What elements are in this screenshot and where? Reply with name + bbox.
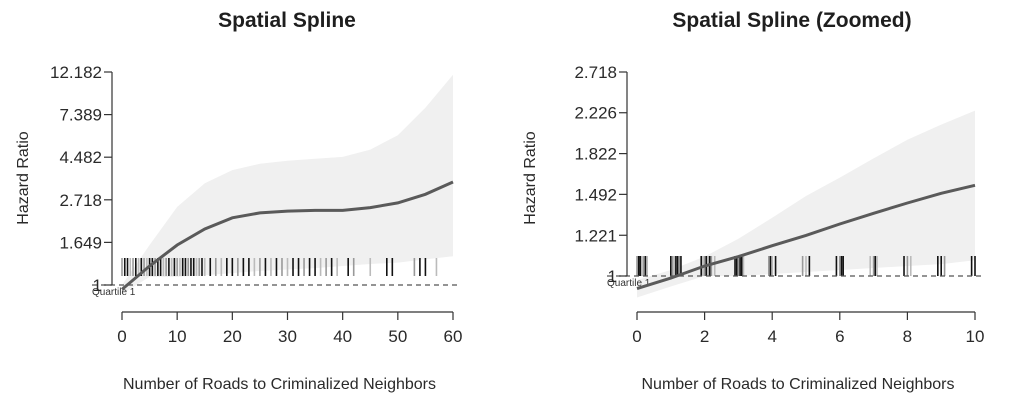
rug-marks [636,256,976,276]
y-tick-label: 2.718 [59,191,102,210]
rug-marks [121,258,438,276]
x-tick-label: 10 [168,327,187,346]
y-tick-label: 7.389 [59,106,102,125]
y-tick-label: 1.649 [59,233,102,252]
series-line [636,183,976,291]
series-line [121,180,454,291]
y-tick-label: 1 [93,276,102,295]
y-axis-label: Hazard Ratio [15,131,32,224]
reference-label: Quartile 1 [92,287,136,298]
x-tick-label: 0 [632,327,641,346]
x-tick-label: 20 [223,327,242,346]
y-axis-label: Hazard Ratio [522,131,539,224]
reference-label: Quartile 1 [607,278,651,289]
x-tick-label: 60 [444,327,463,346]
chart-title: Spatial Spline (Zoomed) [672,9,911,32]
x-tick-label: 50 [388,327,407,346]
confidence-band [122,74,453,294]
y-tick-label: 2.226 [574,104,617,123]
y-tick-label: 12.182 [50,63,102,82]
y-tick-label: 2.718 [574,63,617,82]
confidence-band [637,110,975,298]
x-tick-label: 0 [117,327,126,346]
y-tick-label: 4.482 [59,148,102,167]
x-tick-label: 6 [835,327,844,346]
x-tick-label: 4 [767,327,776,346]
x-axis-label: Number of Roads to Criminalized Neighbor… [123,376,436,393]
y-tick-label: 1 [608,267,617,286]
x-tick-label: 2 [700,327,709,346]
y-tick-label: 1.221 [574,226,617,245]
x-tick-label: 8 [903,327,912,346]
x-tick-label: 40 [333,327,352,346]
y-tick-label: 1.492 [574,185,617,204]
x-tick-label: 10 [966,327,985,346]
y-tick-label: 1.822 [574,145,617,164]
chart-left: Spatial Spline Quartile 11 1.649 2.718 4.482… [15,9,463,393]
x-axis-label: Number of Roads to Criminalized Neighbor… [641,376,954,393]
x-tick-label: 30 [278,327,297,346]
chart-right: Spatial Spline (Zoomed) Quartile 11 1.221 1… [522,9,985,393]
chart-title: Spatial Spline [218,9,356,32]
